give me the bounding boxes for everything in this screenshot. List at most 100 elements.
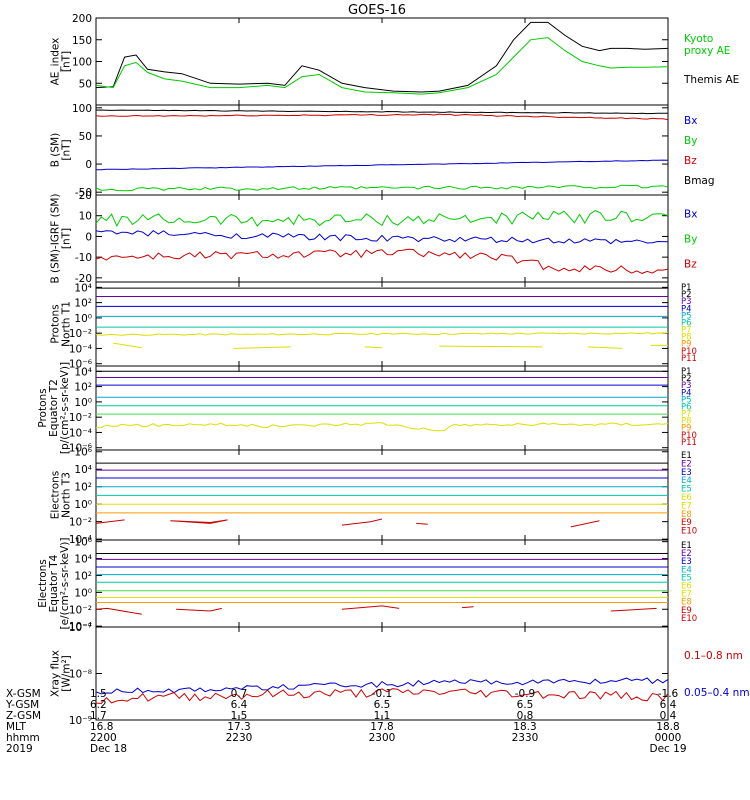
xaxis-tick-value: 2200 [90, 732, 117, 744]
e_t4-series-e9c [341, 605, 400, 610]
xaxis-row-label: MLT [6, 721, 26, 733]
xaxis-tick-value: Dec 18 [90, 743, 127, 755]
p_t1-series-p6 [95, 332, 669, 336]
xaxis-tick-value: Dec 19 [649, 743, 686, 755]
p_t2-legend-entry: P11 [681, 438, 697, 448]
p_t1-series-p7c [364, 346, 383, 349]
bigrf-ytick-label: -10 [75, 252, 92, 264]
xaxis-tick-value: 6.5 [374, 699, 391, 711]
p_t2-ytick-label: 10⁻² [69, 412, 92, 424]
xaxis-tick-value: -0.1 [372, 688, 393, 700]
xaxis-tick-value: 6.2 [90, 699, 107, 711]
e_t3-series-e9e [570, 520, 600, 528]
bsm-legend-entry: Bz [684, 155, 697, 167]
p_t1-legend-entry: P8 [681, 333, 692, 343]
e_t3-legend-entry: E6 [681, 493, 692, 503]
e_t3-ylabel: Electrons [50, 471, 62, 520]
e_t3-ytick-label: 10⁴ [74, 464, 92, 476]
p_t1-series-p7 [113, 342, 142, 349]
ae-legend-entry: proxy AE [684, 45, 730, 57]
xaxis-tick-value: 16.8 [90, 721, 113, 733]
e_t3-ytick-label: 10⁻² [69, 517, 92, 529]
xray-ylabel: [W/m²] [61, 655, 73, 692]
p_t1-legend-entry: P10 [681, 347, 697, 357]
e_t4-legend-entry: E5 [681, 573, 692, 583]
e_t4-legend-entry: E1 [681, 541, 692, 551]
p_t2-legend-entry: P4 [681, 388, 692, 398]
p_t1-legend-entry: P4 [681, 304, 692, 314]
ae-legend-entry: Kyoto [684, 33, 713, 45]
bsm-ytick-label: 100 [72, 103, 92, 115]
xaxis-tick-value: 0.8 [517, 710, 534, 722]
xaxis-tick-value: 2330 [512, 732, 539, 744]
p_t1-ytick-label: 10⁻² [69, 328, 92, 340]
p_t2-ylabel: Equator T2 [48, 379, 60, 437]
p_t1-ytick-label: 10⁻⁶ [69, 359, 92, 371]
e_t4-legend-entry: E9 [681, 606, 692, 616]
p_t1-series-p7e [587, 346, 623, 349]
p_t1-ytick-label: 10⁴ [74, 282, 92, 294]
xaxis-tick-value: 0.4 [660, 710, 677, 722]
p_t1-legend-entry: P5 [681, 311, 692, 321]
xaxis-tick-value: 0000 [655, 732, 682, 744]
xaxis-row-label: Y-GSM [5, 699, 39, 711]
bsm-series-bmag [95, 109, 669, 115]
bigrf-ytick-label: 10 [79, 211, 92, 223]
bsm-series-bz [95, 113, 669, 121]
p_t2-legend-entry: P2 [681, 374, 692, 384]
e_t4-series-e9e [610, 607, 657, 612]
e_t4-legend-entry: E2 [681, 549, 692, 559]
bsm-legend-entry: Bmag [684, 175, 715, 187]
e_t3-series-e9 [95, 519, 125, 524]
bsm-series-bx [96, 159, 669, 171]
p_t1-legend-entry: P9 [681, 340, 692, 350]
e_t3-legend-entry: E10 [681, 527, 697, 537]
ae-ytick-label: 200 [72, 13, 92, 25]
xaxis-tick-value: 2300 [369, 732, 396, 744]
p_t2-ytick-label: 10² [74, 382, 92, 394]
p_t2-ytick-label: 10⁰ [74, 397, 92, 409]
e_t4-ylabel: [e/(cm²-s-sr-keV)] [59, 538, 71, 630]
bsm-legend-entry: Bx [684, 115, 697, 127]
xaxis-tick-value: 6.5 [517, 699, 534, 711]
e_t4-ytick-label: 10⁴ [74, 554, 92, 566]
p_t2-legend-entry: P7 [681, 410, 692, 420]
e_t4-legend-entry: E10 [681, 614, 697, 624]
xaxis-tick-value: 1.5 [90, 688, 107, 700]
xaxis-tick-value: 17.3 [227, 721, 250, 733]
bsm-legend-entry: By [684, 135, 697, 147]
bsm-frame [95, 104, 669, 196]
p_t2-ytick-label: 10⁻⁴ [69, 427, 92, 439]
e_t4-ylabel: Equator T4 [48, 554, 60, 612]
e_t4-ytick-label: 10⁻² [69, 604, 92, 616]
e_t3-legend-entry: E1 [681, 451, 692, 461]
bigrf-series-by [95, 210, 669, 228]
e_t4-series-e9b [176, 607, 222, 612]
p_t2-frame [95, 365, 669, 451]
xray-series-0-05-0-4-nm [95, 688, 669, 705]
xaxis-row-label: hhmm [6, 732, 40, 744]
p_t1-legend-entry: P7 [681, 326, 692, 336]
p_t2-ytick-label: 10⁴ [74, 366, 92, 378]
bigrf-ytick-label: -20 [75, 273, 92, 285]
xaxis-tick-value: 6.4 [231, 699, 248, 711]
p_t2-ytick-label: 10⁻⁶ [69, 443, 92, 455]
e_t3-legend-entry: E8 [681, 510, 692, 520]
p_t2-legend-entry: P5 [681, 395, 692, 405]
xaxis-tick-value: 1.5 [231, 710, 248, 722]
xaxis-tick-value: -0.9 [515, 688, 536, 700]
bsm-ylabel: B (SM) [50, 133, 62, 167]
xaxis-tick-value: 1.1 [374, 710, 391, 722]
e_t3-ytick-label: 10⁻⁴ [69, 534, 92, 546]
xaxis-tick-value: 6.4 [660, 699, 677, 711]
xaxis-tick-value: 18.8 [656, 721, 679, 733]
bsm-series-by [95, 184, 669, 192]
p_t2-series-p7 [95, 422, 669, 432]
e_t3-ytick-label: 10⁰ [74, 499, 92, 511]
xaxis-tick-value: -1.6 [658, 688, 679, 700]
ae-ylabel: AE_index [50, 38, 62, 86]
e_t4-ytick-label: 10⁰ [74, 587, 92, 599]
p_t1-legend-entry: P11 [681, 354, 697, 364]
e_t3-ylabel: North T3 [61, 472, 73, 518]
